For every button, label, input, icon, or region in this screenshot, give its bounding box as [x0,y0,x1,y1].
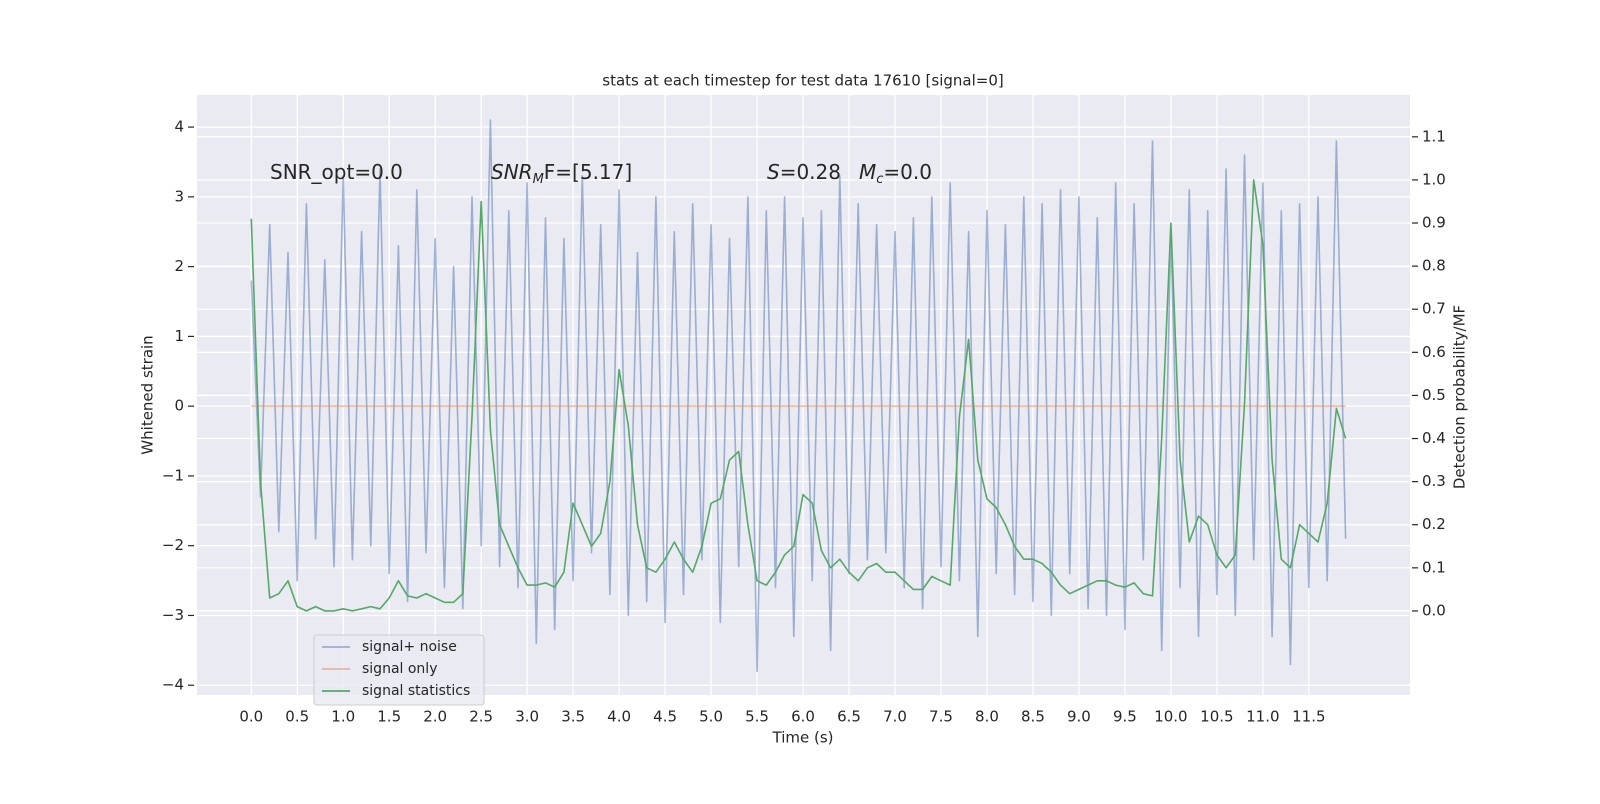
y2-tick-label: 0.3 [1422,472,1446,490]
x-tick-label: 9.0 [1067,708,1091,726]
x-tick-label: 1.0 [331,708,355,726]
y2-tick-label: 0.4 [1422,429,1446,447]
y-tick-label: 3 [174,187,184,205]
annotation-base: M [859,160,876,184]
annotation-base: SNR [491,160,533,184]
annotation-rest: =0.28 [780,160,841,184]
y2-tick-label: 0.1 [1422,558,1446,576]
y2-tick-label: 0.0 [1422,601,1446,619]
annotation: Mc=0.0 [859,160,932,187]
x-axis-label: Time (s) [772,729,834,747]
y2-tick-label: 0.9 [1422,214,1446,232]
y2-tick-label: 1.1 [1422,127,1446,145]
annotation-base: S [767,160,780,184]
x-tick-label: 8.5 [1021,708,1045,726]
x-tick-label: 6.0 [791,708,815,726]
series-line [250,119,1347,673]
y-tick-label: 2 [174,257,184,275]
x-tick-label: 10.5 [1200,708,1233,726]
x-tick-label: 11.0 [1246,708,1279,726]
annotation-text: SNR_opt=0.0 [270,160,403,184]
x-tick-label: 7.5 [929,708,953,726]
x-tick-label: 2.0 [423,708,447,726]
y2-axis-label: Detection probability/MF [1451,305,1469,489]
annotation-rest: =0.0 [883,160,932,184]
y2-tick-label: 1.0 [1422,170,1446,188]
chart-title: stats at each timestep for test data 176… [602,72,1003,90]
y-tick-label: 1 [174,327,184,345]
x-tick-label: 0.5 [285,708,309,726]
x-tick-label: 3.0 [515,708,539,726]
y-tick-label: 0 [174,397,184,415]
x-tick-label: 11.5 [1292,708,1325,726]
y2-tick-label: 0.7 [1422,300,1446,318]
x-tick-label: 9.5 [1113,708,1137,726]
annotation-sub: M [533,172,544,187]
annotation: S=0.28 [767,160,841,184]
y2-tick-label: 0.8 [1422,257,1446,275]
y-tick-label: −2 [162,536,184,554]
x-tick-label: 5.0 [699,708,723,726]
x-tick-label: 10.0 [1154,708,1187,726]
y2-tick-label: 0.2 [1422,515,1446,533]
y2-tick-label: 0.6 [1422,343,1446,361]
legend-box [313,634,485,706]
x-tick-label: 8.0 [975,708,999,726]
series-line [250,179,1347,612]
y-tick-label: 4 [174,118,184,136]
annotation-sub: c [876,172,883,187]
y-tick-label: −3 [162,606,184,624]
legend-label: signal only [362,661,437,677]
annotation: SNR_opt=0.0 [270,160,403,184]
y2-tick-label: 0.5 [1422,386,1446,404]
y-tick-label: −1 [162,466,184,484]
x-tick-label: 5.5 [745,708,769,726]
y-axis-label: Whitened strain [139,335,157,454]
x-tick-label: 4.0 [607,708,631,726]
annotation-rest: F=[5.17] [544,160,632,184]
legend-label: signal statistics [362,683,470,699]
x-tick-label: 0.0 [239,708,263,726]
legend-label: signal+ noise [362,639,457,655]
x-tick-label: 3.5 [561,708,585,726]
annotation: SNRMF=[5.17] [491,160,632,187]
y-tick-label: −4 [162,676,184,694]
x-tick-label: 6.5 [837,708,861,726]
x-tick-label: 4.5 [653,708,677,726]
x-tick-label: 1.5 [377,708,401,726]
x-tick-label: 2.5 [469,708,493,726]
x-tick-label: 7.0 [883,708,907,726]
